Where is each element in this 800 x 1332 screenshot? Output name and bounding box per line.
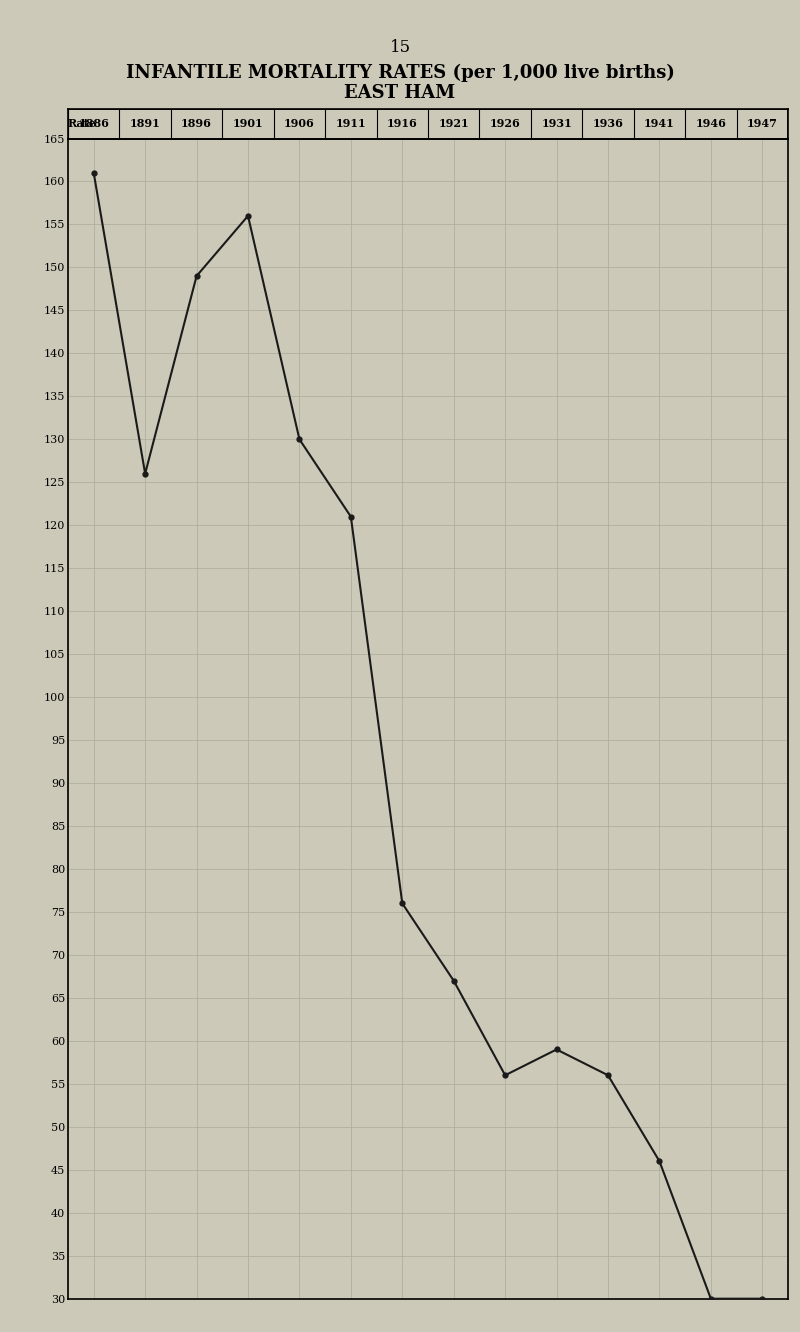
Text: 1891: 1891 xyxy=(130,119,161,129)
Text: Rate: Rate xyxy=(68,119,97,129)
Text: 1946: 1946 xyxy=(695,119,726,129)
Text: 1911: 1911 xyxy=(335,119,366,129)
Text: 1936: 1936 xyxy=(593,119,623,129)
Text: 1947: 1947 xyxy=(747,119,778,129)
Text: 1896: 1896 xyxy=(181,119,212,129)
Text: 1906: 1906 xyxy=(284,119,315,129)
Text: 1941: 1941 xyxy=(644,119,675,129)
Text: 1926: 1926 xyxy=(490,119,521,129)
Text: 1916: 1916 xyxy=(387,119,418,129)
Text: 1901: 1901 xyxy=(233,119,263,129)
Text: EAST HAM: EAST HAM xyxy=(344,84,456,103)
Text: 1886: 1886 xyxy=(78,119,109,129)
Text: 1921: 1921 xyxy=(438,119,469,129)
Text: 1931: 1931 xyxy=(541,119,572,129)
Text: INFANTILE MORTALITY RATES (per 1,000 live births): INFANTILE MORTALITY RATES (per 1,000 liv… xyxy=(126,64,674,83)
Text: 15: 15 xyxy=(390,39,410,56)
